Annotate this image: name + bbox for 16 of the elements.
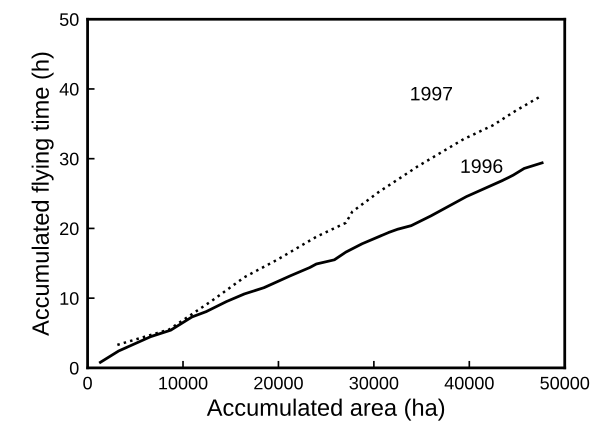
x-tick-label: 0 xyxy=(83,376,92,390)
text: 1997 xyxy=(411,86,452,101)
x-tick-label: 30000 xyxy=(349,376,398,390)
x-tick-label: 50000 xyxy=(540,376,590,390)
x-tick-label: 10000 xyxy=(159,376,208,390)
y-tick-label: 0 xyxy=(70,362,79,375)
x-tick-label: 40000 xyxy=(444,376,494,390)
y-tick-label: 20 xyxy=(60,222,79,236)
y-tick-label: 40 xyxy=(60,82,79,96)
y-tick-label: 10 xyxy=(60,292,79,305)
y-tick-label: 30 xyxy=(60,152,79,166)
x-tick-label: 20000 xyxy=(254,376,303,390)
y-axis-title: Accumulated flying time (h) xyxy=(32,52,54,336)
series-label: 1996 xyxy=(461,159,502,174)
y-tick-label: 50 xyxy=(60,13,79,26)
x-axis-title: Accumulated area (ha) xyxy=(206,398,444,421)
